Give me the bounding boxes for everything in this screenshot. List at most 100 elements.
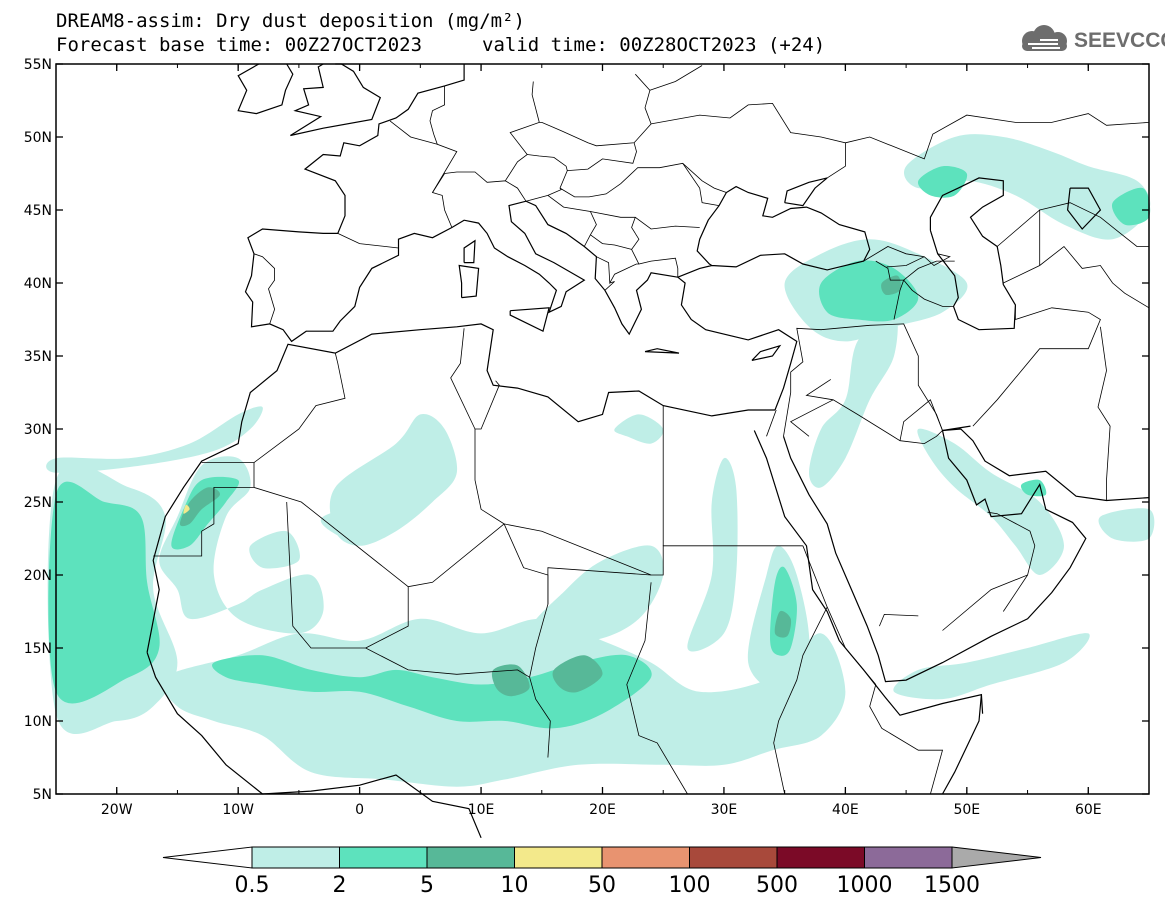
coastline-4 — [677, 276, 798, 411]
latitude-axis: 55N 50N 45N 40N 35N 30N 25N 20N 15N 10N 5N — [24, 57, 1149, 803]
border-40 — [547, 195, 597, 247]
lat-tick-label: 45N — [24, 203, 52, 219]
coastline-15 — [237, 63, 294, 115]
lon-tick-label: 20W — [101, 802, 133, 818]
colorbar-label: 5 — [420, 873, 434, 898]
lon-tick-label: 0 — [355, 802, 364, 818]
border-51 — [886, 256, 925, 268]
border-12 — [783, 323, 943, 437]
dust-region-24 — [1111, 187, 1151, 226]
border-19 — [869, 684, 944, 795]
dust-region-12 — [529, 545, 664, 642]
dust-deposition-layer — [46, 134, 1155, 787]
border-20 — [942, 511, 1036, 631]
border-48 — [845, 113, 1150, 160]
coastline-14 — [290, 63, 324, 137]
border-45 — [604, 281, 615, 291]
coastline-3 — [782, 428, 1150, 683]
border-32 — [429, 85, 458, 193]
lon-tick-label: 10E — [468, 802, 495, 818]
dust-region-20 — [819, 260, 919, 322]
border-39 — [682, 163, 727, 193]
border-35 — [567, 142, 637, 171]
valid-time: valid time: 00Z28OCT2023 (+24) — [482, 34, 826, 56]
lat-tick-label: 50N — [24, 130, 52, 146]
border-0 — [153, 462, 255, 557]
colorbar-segment-8 — [864, 846, 953, 869]
lon-tick-label: 50E — [953, 802, 980, 818]
border-7 — [626, 582, 688, 795]
coastline-17 — [942, 425, 971, 432]
border-34 — [504, 154, 568, 202]
colorbar-segment-3 — [426, 846, 515, 869]
border-52 — [875, 260, 904, 281]
colorbar: 0.5 2 5 10 50 100 500 1000 1500 — [162, 846, 1042, 898]
lon-tick-label: 10W — [222, 802, 254, 818]
coastline-8 — [509, 307, 550, 333]
coastline-1 — [146, 323, 775, 653]
border-50 — [903, 279, 954, 307]
map-title: DREAM8-assim: Dry dust deposition (mg/m²… — [56, 10, 525, 32]
dust-region-27 — [1098, 508, 1155, 542]
border-11 — [450, 328, 476, 430]
colorbar-segment-5 — [601, 846, 690, 869]
lat-tick-label: 55N — [24, 57, 52, 73]
border-47 — [649, 65, 703, 91]
dust-region-10 — [552, 655, 603, 693]
border-31 — [431, 171, 527, 228]
longitude-axis: 20W 10W 0 10E 20E 30E 40E 50E 60E — [55, 64, 1150, 818]
coastline-7 — [244, 64, 678, 343]
lat-tick-label: 15N — [24, 641, 52, 657]
coastline-10 — [463, 239, 476, 264]
colorbar-label: 50 — [588, 873, 616, 898]
border-38 — [559, 162, 720, 206]
coastline-19 — [980, 694, 984, 714]
border-22 — [879, 613, 919, 627]
lat-tick-label: 30N — [24, 422, 52, 438]
border-2 — [253, 487, 803, 588]
border-33 — [389, 120, 438, 145]
coastline-12 — [751, 344, 782, 361]
dust-region-13 — [687, 457, 738, 652]
border-21 — [899, 399, 943, 441]
dust-region-28 — [893, 633, 1090, 700]
border-1 — [253, 353, 346, 463]
coastlines — [146, 63, 1150, 839]
coastline-9 — [458, 264, 480, 299]
border-29 — [337, 233, 399, 249]
colorbar-label: 100 — [669, 873, 711, 898]
border-4 — [365, 586, 409, 649]
forecast-base-time: Forecast base time: 00Z27OCT2023 — [56, 34, 423, 56]
border-8 — [475, 380, 500, 430]
logo-text: SEEVCCC — [1074, 29, 1165, 52]
coastline-13 — [290, 63, 382, 137]
border-13 — [805, 379, 943, 445]
colorbar-segment-1 — [251, 846, 340, 869]
dust-region-4 — [171, 476, 240, 550]
border-37 — [531, 81, 540, 123]
colorbar-over-triangle — [951, 846, 1042, 869]
dust-region-5 — [179, 487, 221, 527]
border-44 — [596, 256, 639, 285]
lat-tick-label: 40N — [24, 276, 52, 292]
border-3 — [286, 501, 551, 758]
border-14 — [789, 399, 834, 437]
coastline-18 — [1066, 187, 1102, 230]
lat-tick-label: 10N — [24, 714, 52, 730]
border-24 — [972, 304, 1101, 427]
border-28 — [1039, 202, 1149, 247]
dust-region-29 — [249, 530, 300, 569]
dust-region-6 — [183, 504, 190, 514]
dust-region-16 — [774, 610, 792, 638]
colorbar-label: 0.5 — [235, 873, 270, 898]
colorbar-label: 500 — [756, 873, 798, 898]
border-15 — [766, 409, 777, 437]
colorbar-segment-6 — [689, 846, 778, 869]
border-9 — [474, 429, 505, 525]
dust-region-18 — [809, 311, 898, 488]
colorbar-label: 1000 — [837, 873, 893, 898]
colorbar-under-triangle — [162, 846, 253, 869]
dust-region-11 — [491, 664, 530, 697]
lat-tick-label: 25N — [24, 495, 52, 511]
